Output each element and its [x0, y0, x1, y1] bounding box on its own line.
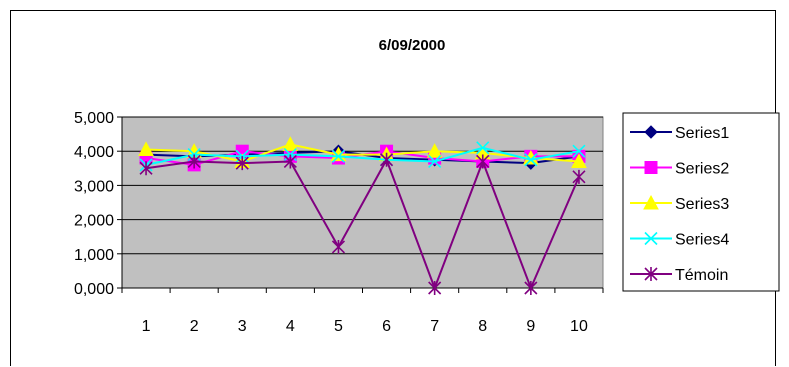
data-point	[331, 149, 346, 163]
data-point	[282, 136, 299, 151]
y-tick-label: 2,000	[74, 213, 114, 230]
legend-marker	[644, 231, 658, 246]
legend-item: Series1	[630, 125, 729, 142]
legend-item: Series2	[630, 161, 729, 178]
data-point	[524, 281, 538, 295]
x-tick-label: 1	[142, 318, 151, 335]
data-point	[476, 154, 490, 169]
data-point	[331, 239, 346, 254]
legend-label: Series1	[675, 125, 729, 142]
x-tick-label: 2	[190, 318, 199, 335]
x-tick-label: 8	[478, 318, 487, 335]
data-point	[428, 281, 442, 295]
data-point	[235, 156, 249, 171]
series-line	[145, 146, 580, 166]
y-tick-label: 4,000	[74, 144, 114, 161]
y-tick-label: 1,000	[74, 247, 114, 264]
x-tick-label: 10	[570, 318, 588, 335]
x-tick-label: 7	[430, 318, 439, 335]
data-point	[426, 143, 443, 158]
legend-item: Témoin	[630, 267, 728, 284]
legend-marker	[643, 194, 659, 210]
series-line	[145, 157, 580, 291]
data-point	[379, 152, 394, 167]
data-point	[572, 144, 586, 158]
x-tick-label: 4	[286, 318, 295, 335]
x-tick-label: 5	[334, 318, 343, 335]
data-point	[138, 141, 154, 156]
legend-marker	[644, 161, 658, 174]
data-point	[572, 169, 586, 184]
y-tick-label: 3,000	[74, 178, 114, 195]
x-tick-label: 6	[382, 318, 391, 335]
legend-label: Series2	[675, 161, 729, 178]
data-point	[571, 153, 587, 168]
y-tick-label: 5,000	[74, 110, 114, 127]
data-point	[523, 149, 539, 165]
x-tick-label: 9	[526, 318, 535, 335]
chart-title: 6/09/2000	[379, 37, 446, 54]
legend-label: Series3	[675, 196, 729, 213]
legend-item: Series3	[630, 194, 729, 213]
data-point	[187, 154, 201, 169]
legend-marker	[644, 125, 658, 139]
series-5	[139, 152, 586, 295]
data-point	[139, 161, 153, 176]
x-tick-label: 3	[238, 318, 247, 335]
data-point	[283, 154, 297, 169]
data-point	[476, 141, 490, 155]
data-point	[524, 153, 538, 167]
legend-label: Series4	[675, 232, 729, 249]
legend-item: Series4	[630, 232, 729, 249]
legend-marker	[644, 267, 658, 281]
legend-label: Témoin	[675, 267, 728, 284]
data-point	[428, 154, 442, 169]
y-tick-label: 0,000	[74, 281, 114, 298]
